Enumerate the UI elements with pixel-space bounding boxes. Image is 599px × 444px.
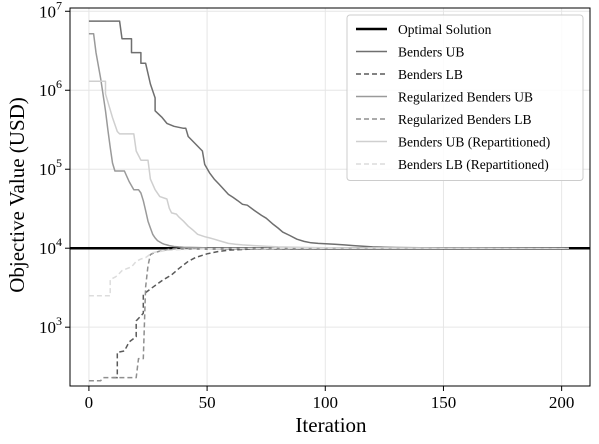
- x-tick-label: 0: [85, 393, 94, 412]
- legend-label-benders-lb-repartitioned: Benders LB (Repartitioned): [398, 157, 549, 172]
- y-tick-label: 104: [39, 235, 62, 258]
- plot-frame: [69, 7, 591, 387]
- legend-label-benders-ub: Benders UB: [398, 45, 464, 60]
- x-tick-label: 100: [313, 393, 339, 412]
- x-tick-label: 50: [199, 393, 216, 412]
- legend-label-regularized-benders-lb: Regularized Benders LB: [398, 112, 531, 127]
- legend-box: [346, 14, 584, 181]
- x-axis-title: Iteration: [295, 413, 367, 437]
- legend-label-benders-lb: Benders LB: [398, 67, 463, 82]
- series-line-benders-ub: [88, 20, 569, 249]
- legend-label-optimal-solution: Optimal Solution: [398, 22, 492, 37]
- plot-lines: [70, 20, 590, 382]
- x-axis-ticks: 0 50 100 150 200: [85, 386, 575, 412]
- y-tick-label: 105: [39, 156, 62, 179]
- series-line-regularized-benders-lb: [88, 247, 569, 382]
- legend: Optimal Solution Benders UB Benders LB Regu…: [346, 14, 584, 181]
- series-line-benders-lb-repartitioned: [88, 247, 569, 297]
- x-tick-label: 200: [549, 393, 575, 412]
- y-axis-ticks: 103 104 105 106 107: [39, 0, 70, 337]
- y-tick-label: 107: [39, 0, 62, 21]
- series-line-regularized-benders-ub: [88, 32, 569, 249]
- legend-label-regularized-benders-ub: Regularized Benders UB: [398, 90, 533, 105]
- y-tick-label: 106: [39, 77, 62, 100]
- y-tick-label: 103: [39, 314, 62, 337]
- y-axis-title: Objective Value (USD): [5, 97, 29, 293]
- x-tick-label: 150: [431, 393, 457, 412]
- series-line-benders-ub-repartitioned: [88, 80, 569, 249]
- legend-label-benders-ub-repartitioned: Benders UB (Repartitioned): [398, 135, 550, 150]
